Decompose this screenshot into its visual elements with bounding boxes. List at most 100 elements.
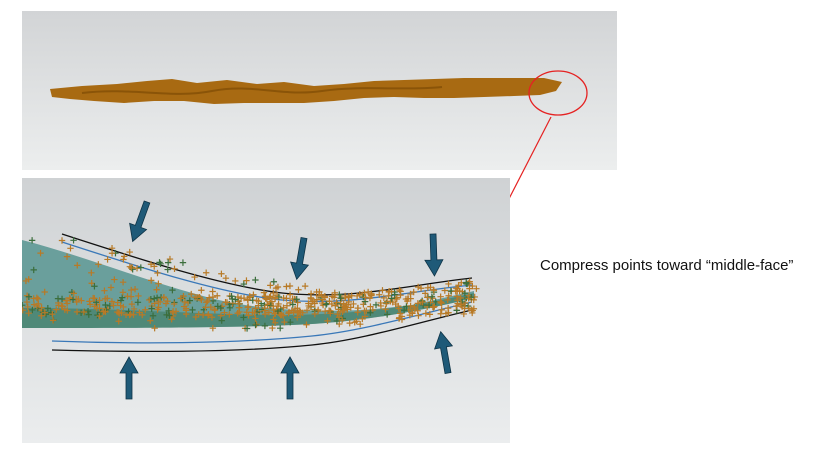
point-marker bbox=[243, 309, 250, 316]
point-marker bbox=[235, 300, 243, 308]
point-marker bbox=[261, 322, 269, 330]
point-marker bbox=[380, 294, 388, 302]
point-marker bbox=[441, 287, 449, 294]
point-marker bbox=[430, 287, 438, 294]
fiber-overview-graphic bbox=[50, 70, 588, 116]
point-marker bbox=[293, 296, 300, 303]
point-marker bbox=[354, 304, 362, 312]
point-marker bbox=[153, 286, 160, 293]
point-marker bbox=[347, 304, 354, 311]
point-marker bbox=[319, 296, 327, 303]
point-marker bbox=[430, 304, 437, 311]
point-marker bbox=[193, 294, 201, 301]
point-marker bbox=[311, 300, 318, 307]
point-marker bbox=[101, 287, 108, 294]
point-marker bbox=[307, 295, 315, 303]
point-marker bbox=[41, 288, 48, 296]
fiber-overview-panel bbox=[22, 11, 617, 170]
point-marker bbox=[237, 295, 245, 302]
point-marker bbox=[244, 304, 251, 311]
point-marker bbox=[102, 301, 109, 309]
point-marker bbox=[364, 288, 372, 296]
point-marker bbox=[191, 273, 198, 281]
point-marker bbox=[91, 295, 98, 302]
point-marker bbox=[270, 289, 277, 297]
point-marker bbox=[340, 307, 347, 314]
point-marker bbox=[453, 303, 460, 310]
point-marker bbox=[203, 299, 210, 306]
point-marker bbox=[170, 300, 178, 308]
point-marker bbox=[188, 290, 195, 298]
arrow-icon-top-2 bbox=[290, 237, 310, 281]
point-marker bbox=[131, 285, 139, 293]
arrow-icon-top-3 bbox=[424, 233, 444, 277]
point-marker bbox=[356, 321, 364, 328]
point-marker bbox=[431, 303, 438, 310]
point-marker bbox=[346, 319, 353, 327]
point-marker bbox=[363, 307, 370, 315]
point-marker bbox=[62, 297, 70, 304]
point-marker bbox=[117, 302, 124, 309]
point-marker bbox=[345, 298, 353, 306]
point-marker bbox=[280, 304, 287, 311]
point-cloud bbox=[22, 237, 480, 332]
arrow-icon-bottom-2 bbox=[280, 356, 300, 400]
point-marker bbox=[182, 305, 190, 312]
point-marker bbox=[67, 245, 74, 252]
point-marker bbox=[126, 248, 133, 256]
point-marker bbox=[232, 277, 239, 285]
point-marker bbox=[151, 263, 158, 270]
point-marker bbox=[250, 291, 257, 298]
point-marker bbox=[108, 298, 116, 305]
point-marker bbox=[288, 307, 296, 314]
point-marker bbox=[444, 296, 451, 304]
point-marker bbox=[119, 278, 127, 286]
point-marker bbox=[110, 302, 117, 309]
point-marker bbox=[157, 260, 164, 268]
point-marker bbox=[153, 294, 161, 301]
point-marker bbox=[129, 266, 136, 273]
point-marker bbox=[280, 294, 287, 302]
point-marker bbox=[408, 308, 416, 316]
point-marker bbox=[30, 301, 38, 308]
point-marker bbox=[202, 269, 210, 276]
outer-offset-line-top bbox=[61, 233, 473, 296]
point-marker bbox=[209, 324, 217, 332]
fiber-strand bbox=[50, 78, 562, 104]
point-marker bbox=[419, 298, 426, 306]
point-marker bbox=[454, 300, 461, 307]
caption-text: Compress points toward “middle-face” bbox=[540, 257, 794, 274]
point-marker bbox=[70, 290, 78, 297]
point-marker bbox=[63, 300, 71, 307]
point-marker bbox=[274, 302, 282, 310]
point-marker bbox=[151, 295, 158, 302]
point-marker bbox=[335, 314, 343, 321]
point-marker bbox=[353, 292, 361, 300]
point-marker bbox=[63, 253, 71, 260]
point-marker bbox=[338, 316, 346, 324]
point-marker bbox=[414, 283, 422, 291]
outer-offset-line-bottom bbox=[51, 309, 473, 353]
point-marker bbox=[362, 294, 369, 301]
point-marker bbox=[437, 293, 444, 300]
point-marker bbox=[49, 317, 57, 324]
point-marker bbox=[102, 295, 109, 303]
point-marker bbox=[314, 306, 322, 314]
point-marker bbox=[44, 305, 52, 312]
arrow-icon-top-1 bbox=[129, 200, 151, 243]
point-marker bbox=[163, 311, 170, 319]
point-marker bbox=[337, 294, 344, 302]
point-marker bbox=[228, 293, 235, 300]
point-marker bbox=[277, 311, 284, 319]
point-marker bbox=[267, 282, 274, 289]
point-marker bbox=[469, 282, 476, 290]
point-marker bbox=[155, 280, 162, 287]
point-marker bbox=[324, 317, 331, 325]
point-marker bbox=[240, 280, 248, 288]
point-marker bbox=[160, 293, 168, 301]
point-marker bbox=[28, 237, 36, 244]
point-marker bbox=[74, 262, 81, 269]
point-marker bbox=[321, 293, 329, 300]
point-marker bbox=[345, 293, 353, 300]
point-marker bbox=[286, 291, 294, 298]
